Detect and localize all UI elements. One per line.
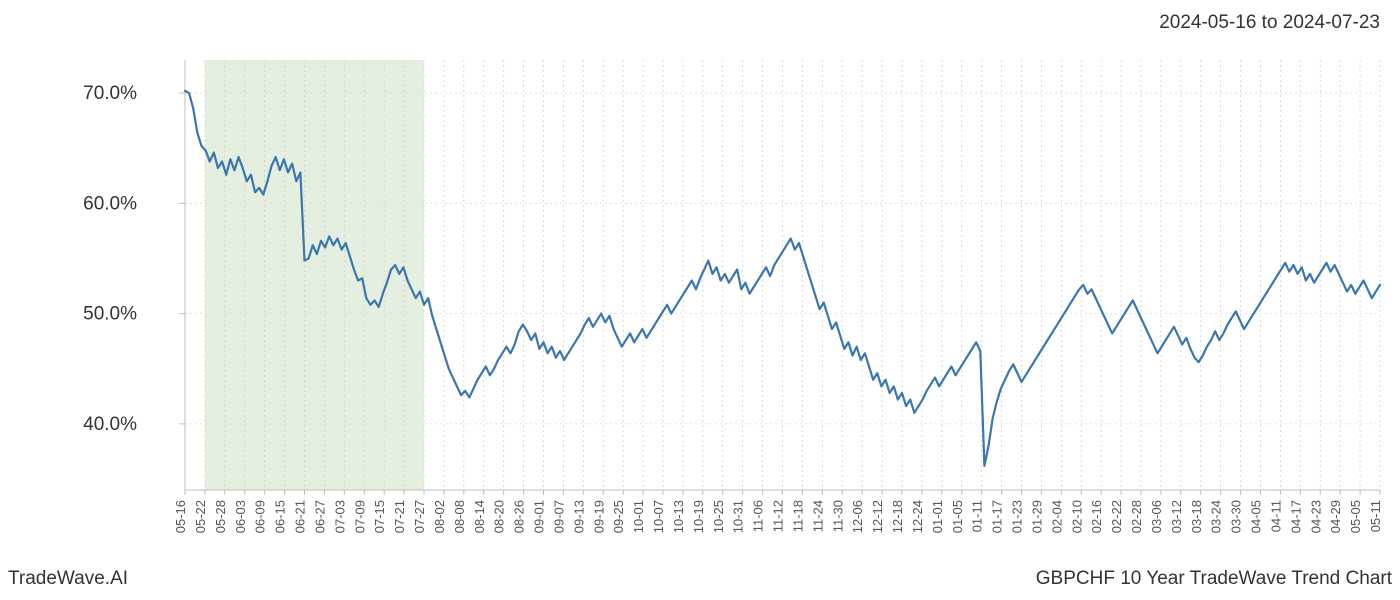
trend-chart: 40.0% 50.0% 60.0% 70.0% 05-16 05-22 05-28 06-03… (0, 50, 1400, 560)
x-tick-label: 11-06 (751, 500, 766, 532)
x-tick-label: 04-11 (1268, 500, 1283, 532)
x-tick-label: 07-03 (332, 500, 347, 533)
x-tick-label: 05-11 (1368, 500, 1383, 532)
x-tick-label: 11-12 (771, 500, 786, 532)
y-tick-label: 40.0% (83, 414, 137, 435)
x-tick-label: 03-18 (1189, 500, 1204, 533)
x-tick-label: 10-31 (731, 500, 746, 533)
x-tick-label: 03-06 (1149, 500, 1164, 533)
x-tick-label: 01-17 (990, 500, 1005, 533)
x-tick-label: 12-12 (870, 500, 885, 533)
y-tick-label: 70.0% (83, 83, 137, 104)
y-tick-label: 50.0% (83, 304, 137, 325)
x-tick-label: 02-28 (1129, 500, 1144, 533)
x-tick-label: 10-19 (691, 500, 706, 533)
x-tick-label: 03-12 (1169, 500, 1184, 533)
x-tick-label: 02-04 (1049, 500, 1064, 533)
x-tick-label: 01-05 (950, 500, 965, 533)
x-tick-label: 12-24 (910, 500, 925, 533)
x-tick-label: 09-25 (611, 500, 626, 533)
x-tick-label: 01-11 (970, 500, 985, 532)
x-tick-label: 11-30 (830, 500, 845, 532)
x-tick-label: 02-10 (1069, 500, 1084, 533)
x-tick-label: 10-01 (631, 500, 646, 533)
x-tick-label: 06-15 (273, 500, 288, 533)
x-tick-label: 08-20 (492, 500, 507, 533)
x-tick-label: 06-27 (312, 500, 327, 533)
x-tick-label: 09-07 (551, 500, 566, 533)
x-tick-label: 08-14 (472, 500, 487, 533)
x-tick-label: 01-01 (930, 500, 945, 533)
date-range-label: 2024-05-16 to 2024-07-23 (1159, 12, 1380, 34)
x-tick-label: 04-17 (1288, 500, 1303, 533)
x-tick-label: 05-16 (173, 500, 188, 533)
x-tick-label: 11-18 (790, 500, 805, 532)
x-tick-label: 01-29 (1029, 500, 1044, 533)
chart-title: GBPCHF 10 Year TradeWave Trend Chart (1036, 568, 1392, 590)
x-tick-label: 06-09 (253, 500, 268, 533)
x-tick-label: 09-01 (532, 500, 547, 533)
x-tick-label: 08-08 (452, 500, 467, 533)
x-tick-label: 07-15 (372, 500, 387, 533)
x-tick-label: 10-13 (671, 500, 686, 533)
x-tick-label: 10-07 (651, 500, 666, 533)
x-tick-label: 04-29 (1328, 500, 1343, 533)
x-tick-label: 12-18 (890, 500, 905, 533)
y-tick-label: 60.0% (83, 193, 137, 214)
x-tick-label: 07-27 (412, 500, 427, 533)
x-tick-label: 09-13 (571, 500, 586, 533)
brand-label: TradeWave.AI (8, 568, 128, 590)
x-tick-label: 07-09 (352, 500, 367, 533)
x-tick-label: 03-30 (1229, 500, 1244, 533)
x-tick-label: 12-06 (850, 500, 865, 533)
x-tick-label: 09-19 (591, 500, 606, 533)
x-tick-label: 07-21 (392, 500, 407, 533)
x-tick-label: 04-05 (1249, 500, 1264, 533)
x-tick-label: 05-28 (213, 500, 228, 533)
x-tick-label: 05-05 (1348, 500, 1363, 533)
x-tick-label: 06-21 (293, 500, 308, 533)
x-tick-label: 06-03 (233, 500, 248, 533)
x-tick-label: 08-02 (432, 500, 447, 533)
x-tick-label: 04-23 (1308, 500, 1323, 533)
x-tick-label: 08-26 (512, 500, 527, 533)
x-tick-label: 02-16 (1089, 500, 1104, 533)
x-tick-label: 10-25 (711, 500, 726, 533)
x-tick-label: 01-23 (1010, 500, 1025, 533)
x-tick-label: 02-22 (1109, 500, 1124, 533)
x-tick-label: 11-24 (810, 500, 825, 532)
x-tick-label: 03-24 (1209, 500, 1224, 533)
x-tick-label: 05-22 (193, 500, 208, 533)
